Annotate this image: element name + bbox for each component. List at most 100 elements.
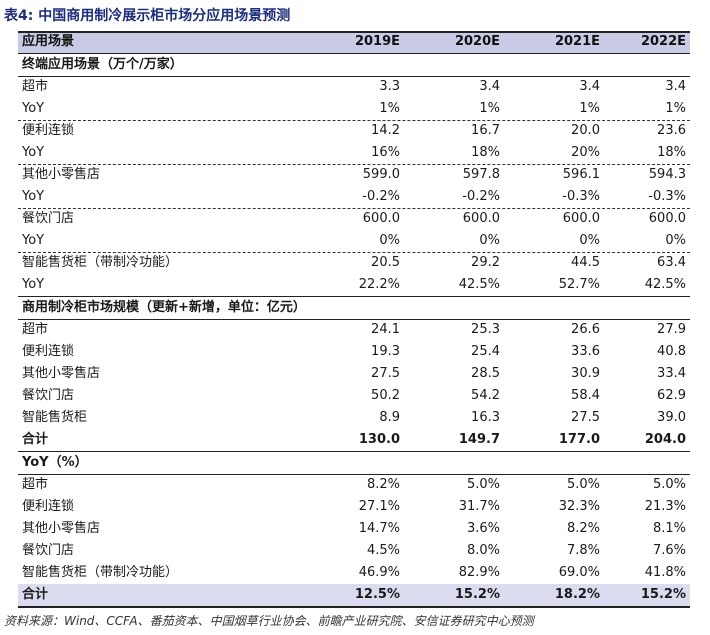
row-value: 600.0 — [362, 211, 400, 226]
table-divider — [18, 76, 690, 77]
section-title: 商用制冷柜市场规模（更新+新增，单位：亿元） — [22, 300, 306, 315]
row-label: 餐饮门店 — [22, 388, 75, 403]
row-value: 3.3 — [379, 79, 400, 94]
table-row: 合计 130.0 149.7 177.0 204.0 — [18, 429, 690, 451]
row-value: 599.0 — [362, 167, 400, 182]
row-label: 其他小零售店 — [22, 366, 101, 381]
row-value: 3.4 — [479, 79, 500, 94]
row-value: 22.2% — [358, 277, 400, 292]
header-year-2019: 2019E — [354, 34, 400, 49]
row-label: 智能售货柜（带制冷功能） — [22, 255, 179, 270]
row-label: YoY — [22, 189, 45, 204]
row-label: YoY — [22, 101, 45, 116]
row-value: 42.5% — [644, 277, 686, 292]
row-value: 14.2 — [371, 123, 400, 138]
row-value: 27.1% — [358, 499, 400, 514]
row-value: 21.3% — [644, 499, 686, 514]
section-terminal-scenes: 终端应用场景（万个/万家） — [18, 54, 690, 76]
row-value: -0.2% — [462, 189, 500, 204]
row-label: 合计 — [22, 587, 49, 602]
row-value: 33.6 — [571, 344, 600, 359]
row-value: 14.7% — [358, 521, 400, 536]
row-label: 超市 — [22, 322, 49, 337]
row-value: 5.0% — [652, 477, 686, 492]
row-value: 0% — [479, 233, 500, 248]
row-value: 597.8 — [462, 167, 500, 182]
row-value: 149.7 — [458, 432, 500, 447]
row-value: 596.1 — [562, 167, 600, 182]
row-value: 12.5% — [354, 587, 400, 602]
row-value: 20% — [571, 145, 600, 160]
row-value: 32.3% — [558, 499, 600, 514]
row-value: -0.3% — [648, 189, 686, 204]
table-row: YoY 22.2% 42.5% 52.7% 42.5% — [18, 274, 690, 296]
table-row: 便利连锁 19.3 25.4 33.6 40.8 — [18, 341, 690, 363]
header-year-2022: 2022E — [640, 34, 686, 49]
row-value: 16% — [371, 145, 400, 160]
row-value: 1% — [579, 101, 600, 116]
row-value: 31.7% — [458, 499, 500, 514]
table-row: YoY -0.2% -0.2% -0.3% -0.3% — [18, 186, 690, 208]
row-value: 3.4 — [665, 79, 686, 94]
row-label: 超市 — [22, 477, 49, 492]
table-row: 其他小零售店 599.0 597.8 596.1 594.3 — [18, 164, 690, 186]
row-value: 18% — [657, 145, 686, 160]
table-divider — [18, 474, 690, 475]
row-value: 15.2% — [454, 587, 500, 602]
row-value: 3.6% — [466, 521, 500, 536]
section-title: YoY（%） — [22, 455, 88, 470]
row-value: 16.7 — [471, 123, 500, 138]
section-yoy: YoY（%） — [18, 452, 690, 474]
table-row: YoY 16% 18% 20% 18% — [18, 142, 690, 164]
row-value: -0.3% — [562, 189, 600, 204]
row-value: 25.3 — [471, 322, 500, 337]
row-value: 33.4 — [657, 366, 686, 381]
row-value: 8.0% — [466, 543, 500, 558]
row-label: 餐饮门店 — [22, 543, 75, 558]
row-value: 24.1 — [371, 322, 400, 337]
row-value: 41.8% — [644, 565, 686, 580]
table-row: 智能售货柜（带制冷功能） 46.9% 82.9% 69.0% 41.8% — [18, 562, 690, 584]
table-title: 表4: 中国商用制冷展示柜市场分应用场景预测 — [4, 3, 290, 29]
row-value: 25.4 — [471, 344, 500, 359]
row-label: YoY — [22, 277, 45, 292]
row-value: 58.4 — [571, 388, 600, 403]
table-divider — [18, 606, 690, 608]
row-value: 82.9% — [458, 565, 500, 580]
table-title-text: 中国商用制冷展示柜市场分应用场景预测 — [38, 8, 291, 24]
row-value: 600.0 — [462, 211, 500, 226]
row-value: 8.9 — [379, 410, 400, 425]
row-label: 其他小零售店 — [22, 167, 101, 182]
row-value: 7.8% — [566, 543, 600, 558]
header-year-2021: 2021E — [554, 34, 600, 49]
row-value: 0% — [579, 233, 600, 248]
row-value: 1% — [665, 101, 686, 116]
row-value: 8.1% — [652, 521, 686, 536]
table-row: 餐饮门店 600.0 600.0 600.0 600.0 — [18, 208, 690, 230]
row-value: 42.5% — [458, 277, 500, 292]
source-note: 资料来源：Wind、CCFA、番茄资本、中国烟草行业协会、前瞻产业研究院、安信证… — [4, 614, 534, 628]
row-value: 16.3 — [471, 410, 500, 425]
row-value: 69.0% — [558, 565, 600, 580]
table-divider — [18, 31, 690, 33]
row-value: 40.8 — [657, 344, 686, 359]
table-row: YoY 1% 1% 1% 1% — [18, 98, 690, 120]
row-value: 52.7% — [558, 277, 600, 292]
row-value: 4.5% — [366, 543, 400, 558]
row-label: 智能售货柜 — [22, 410, 88, 425]
row-value: 54.2 — [471, 388, 500, 403]
row-value: 26.6 — [571, 322, 600, 337]
row-label: 便利连锁 — [22, 499, 75, 514]
row-value: 18.2% — [554, 587, 600, 602]
row-value: 1% — [479, 101, 500, 116]
row-value: 204.0 — [644, 432, 686, 447]
section-title: 终端应用场景（万个/万家） — [22, 57, 183, 72]
table-divider — [18, 296, 690, 297]
row-label: 智能售货柜（带制冷功能） — [22, 565, 179, 580]
table-row: 合计 12.5% 15.2% 18.2% 15.2% — [18, 584, 690, 606]
row-value: 7.6% — [652, 543, 686, 558]
row-label: YoY — [22, 233, 45, 248]
row-label: YoY — [22, 145, 45, 160]
row-value: 8.2% — [566, 521, 600, 536]
row-value: 28.5 — [471, 366, 500, 381]
